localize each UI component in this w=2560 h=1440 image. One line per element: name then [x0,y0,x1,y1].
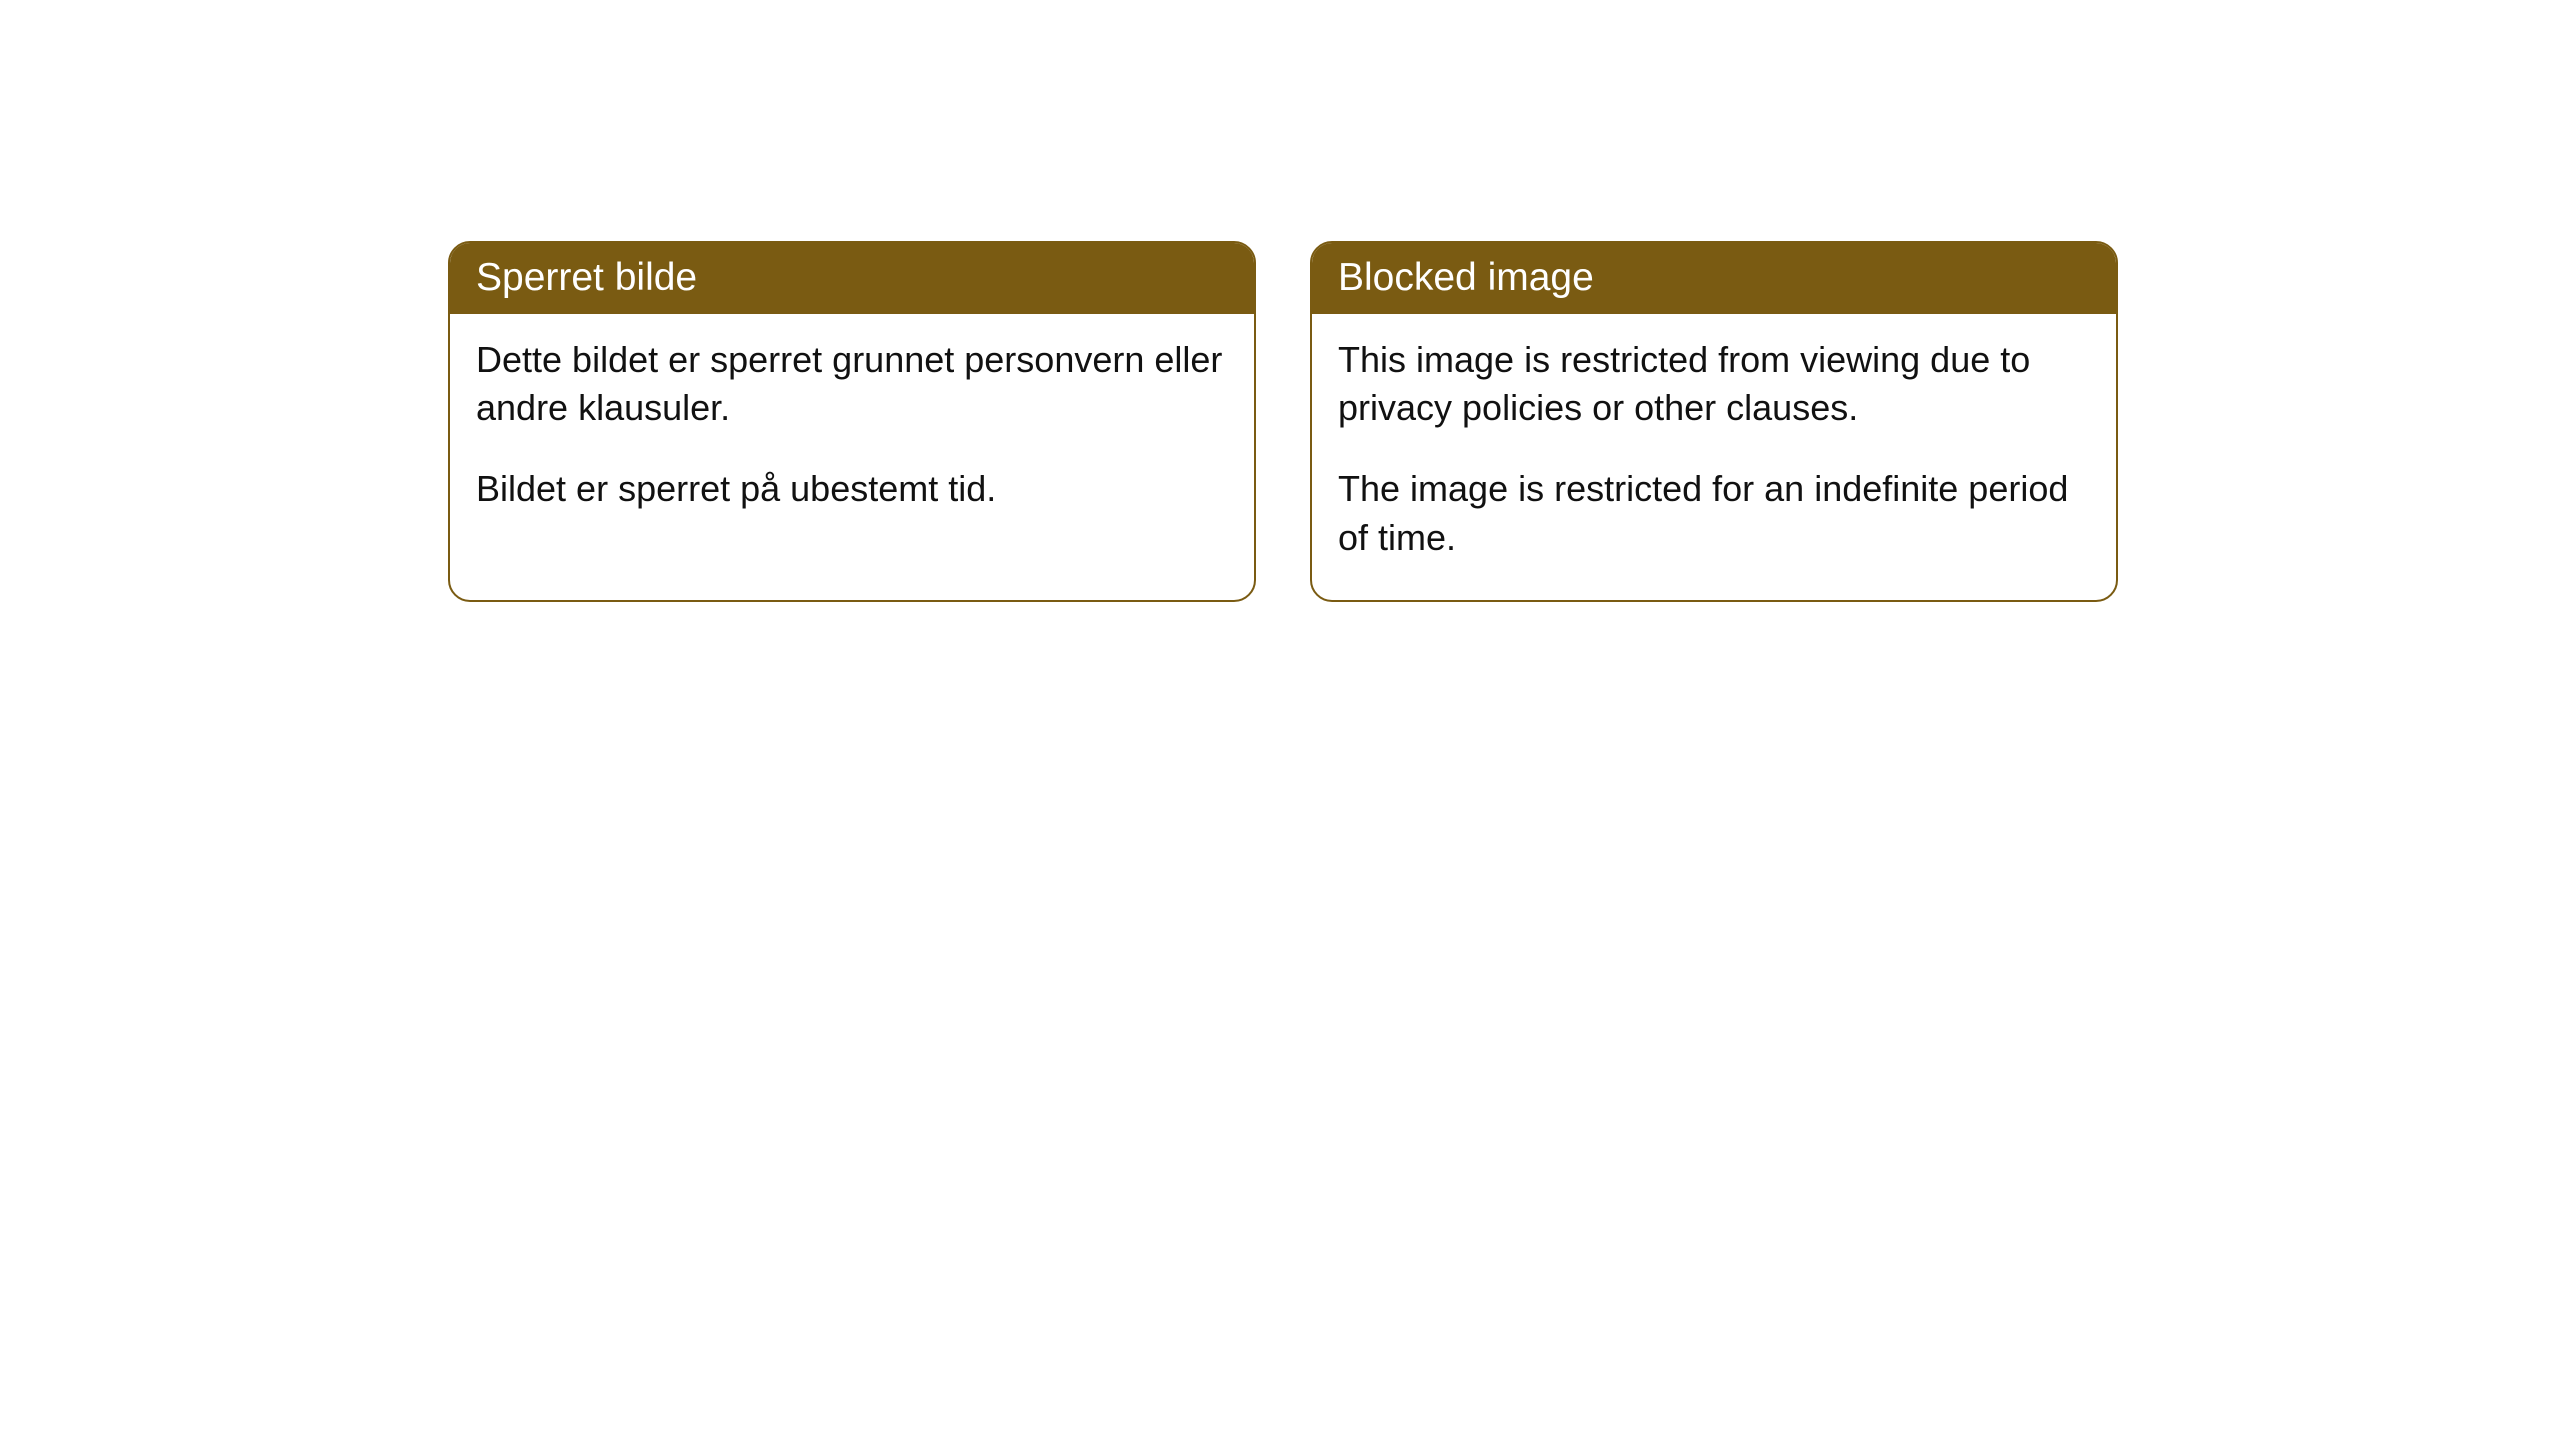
notice-container: Sperret bilde Dette bildet er sperret gr… [448,241,2118,602]
card-text-english-1: This image is restricted from viewing du… [1338,336,2090,433]
blocked-image-card-norwegian: Sperret bilde Dette bildet er sperret gr… [448,241,1256,602]
card-header-norwegian: Sperret bilde [450,243,1254,314]
card-header-english: Blocked image [1312,243,2116,314]
blocked-image-card-english: Blocked image This image is restricted f… [1310,241,2118,602]
card-text-norwegian-1: Dette bildet er sperret grunnet personve… [476,336,1228,433]
card-body-norwegian: Dette bildet er sperret grunnet personve… [450,314,1254,552]
card-text-norwegian-2: Bildet er sperret på ubestemt tid. [476,465,1228,514]
card-text-english-2: The image is restricted for an indefinit… [1338,465,2090,562]
card-body-english: This image is restricted from viewing du… [1312,314,2116,600]
